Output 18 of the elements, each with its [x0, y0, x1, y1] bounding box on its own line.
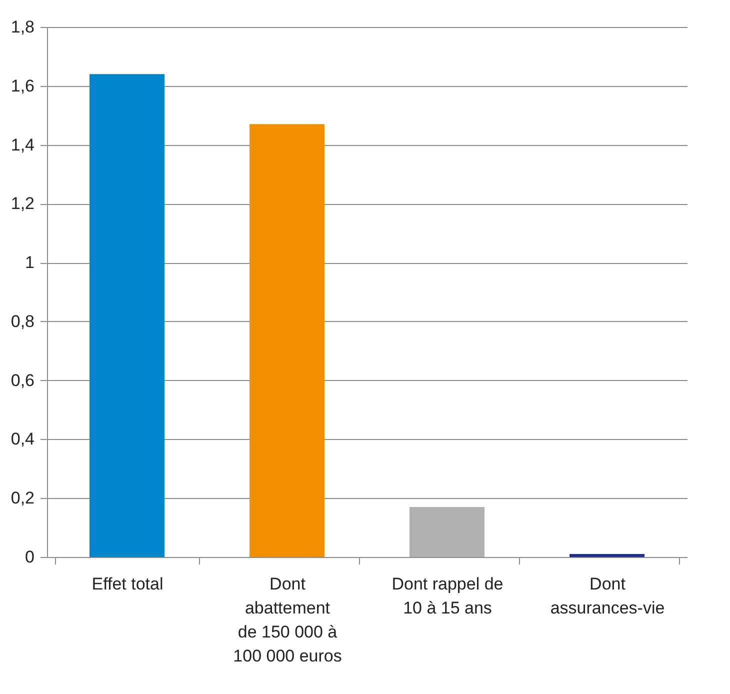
y-tick-label: 1,2	[10, 194, 34, 214]
y-tick-label: 1	[25, 253, 34, 272]
bar	[570, 554, 644, 557]
y-tick-label: 1,8	[10, 18, 34, 36]
y-tick-label: 0,6	[10, 370, 34, 390]
y-tick-label: 1,4	[10, 135, 34, 154]
x-tick-label: Dont abattement de 150 000 à 100 000 euros	[233, 574, 342, 666]
y-tick-label: 0	[25, 548, 34, 566]
x-tick-label: Effet total	[92, 574, 164, 594]
y-tick-label: 0,2	[10, 488, 34, 508]
x-tick-label: Dont assurances-vie	[550, 574, 665, 618]
y-tick-label: 0,8	[10, 312, 34, 331]
bar	[250, 124, 324, 557]
bar	[410, 506, 484, 557]
x-tick-label: Dont rappel de 10 à 15 ans	[392, 574, 504, 618]
y-tick-label: 1,6	[10, 76, 34, 96]
y-tick-label: 0,4	[10, 430, 34, 449]
bar	[90, 74, 164, 557]
